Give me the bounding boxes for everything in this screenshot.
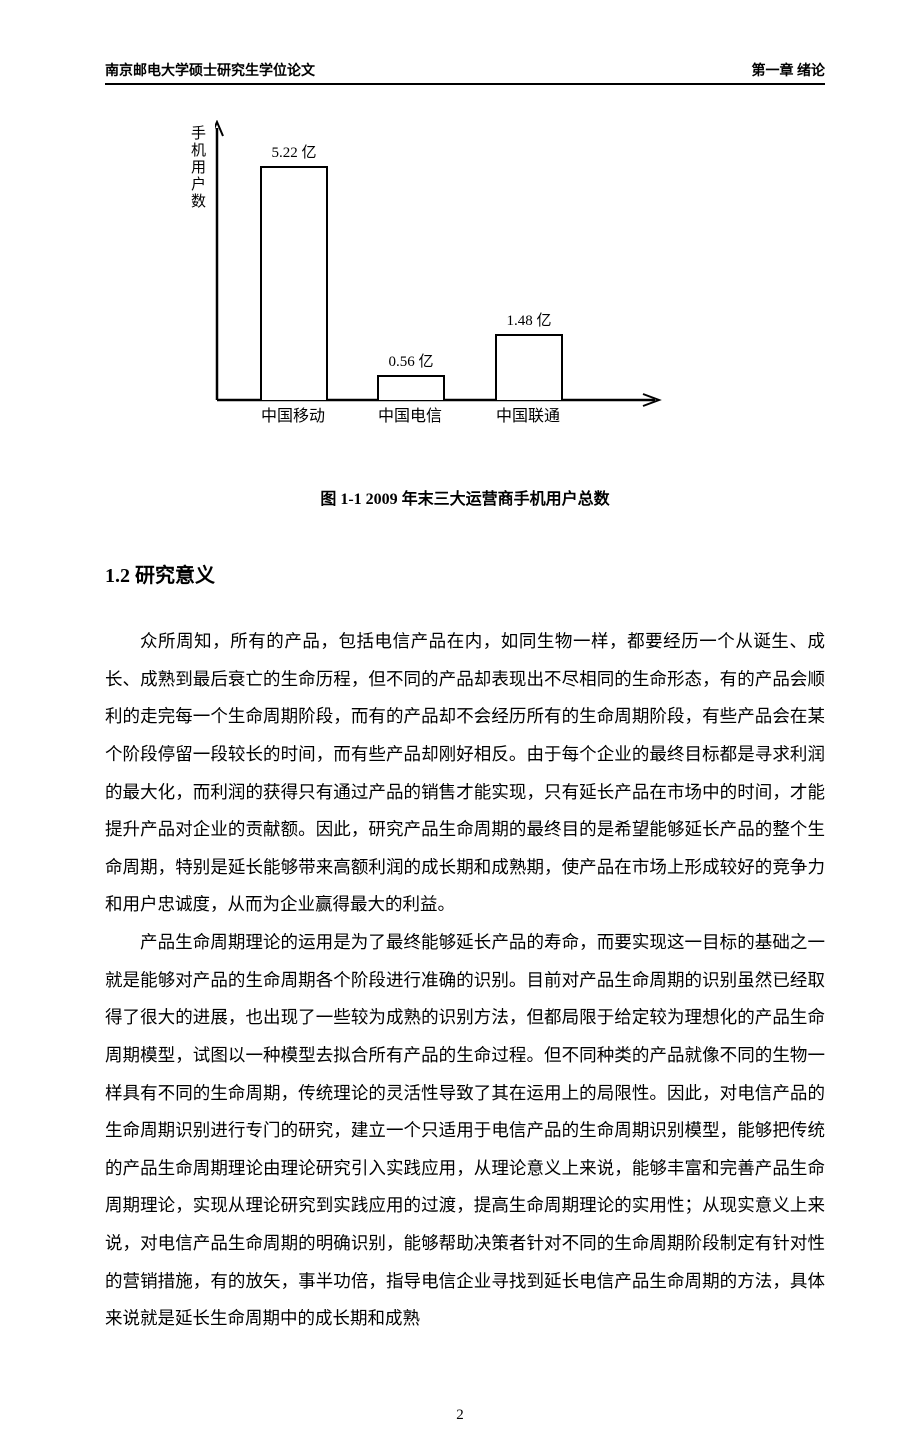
section-heading: 1.2 研究意义 (105, 559, 825, 588)
bar-chart: 手机用户数 5.22 亿 0.56 亿 1.48 亿 中国移动 中国电信 中国联… (215, 120, 665, 430)
bar-group: 1.48 亿 (495, 309, 563, 400)
figure-caption: 图 1-1 2009 年末三大运营商手机用户总数 (105, 485, 825, 509)
bar-group: 0.56 亿 (377, 350, 445, 400)
bar (260, 166, 328, 400)
bar-value-label: 5.22 亿 (271, 141, 316, 162)
header-left: 南京邮电大学硕士研究生学位论文 (105, 60, 315, 80)
header-right: 第一章 绪论 (752, 60, 826, 80)
paragraph: 众所周知，所有的产品，包括电信产品在内，如同生物一样，都要经历一个从诞生、成长、… (105, 623, 825, 924)
x-label: 中国移动 (261, 402, 325, 426)
page-header: 南京邮电大学硕士研究生学位论文 第一章 绪论 (105, 60, 825, 85)
page-number: 2 (456, 1407, 464, 1424)
body-text: 众所周知，所有的产品，包括电信产品在内，如同生物一样，都要经历一个从诞生、成长、… (105, 623, 825, 1338)
chart-bars-area: 5.22 亿 0.56 亿 1.48 亿 (215, 120, 665, 400)
bar (377, 375, 445, 400)
bar-value-label: 0.56 亿 (388, 350, 433, 371)
bar-group: 5.22 亿 (260, 141, 328, 400)
paragraph: 产品生命周期理论的运用是为了最终能够延长产品的寿命，而要实现这一目标的基础之一就… (105, 924, 825, 1338)
x-label: 中国电信 (378, 402, 442, 426)
bar-value-label: 1.48 亿 (506, 309, 551, 330)
x-label: 中国联通 (496, 402, 560, 426)
x-axis-labels: 中国移动 中国电信 中国联通 (215, 402, 665, 430)
bar (495, 334, 563, 400)
y-axis-label: 手机用户数 (187, 125, 208, 210)
